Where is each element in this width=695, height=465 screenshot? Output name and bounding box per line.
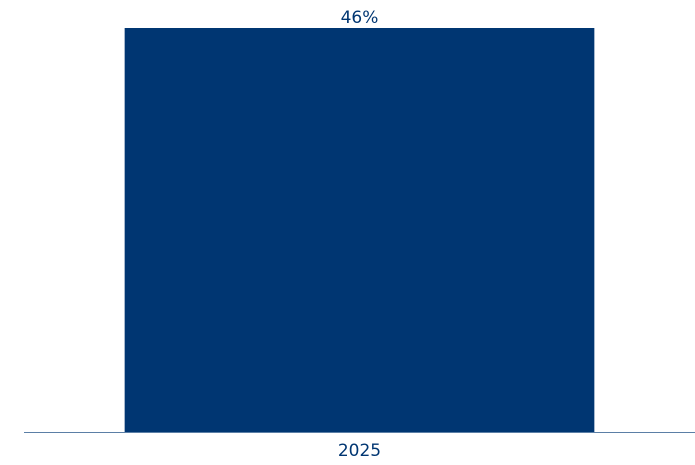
bar-2025 [124, 28, 595, 432]
x-tick-label-2025: 2025 [338, 441, 381, 461]
data-label-2025: 46% [341, 8, 379, 28]
bars-group [124, 28, 595, 432]
data-labels-group: 46% [341, 8, 379, 28]
x-tick-labels-group: 2025 [338, 441, 381, 461]
